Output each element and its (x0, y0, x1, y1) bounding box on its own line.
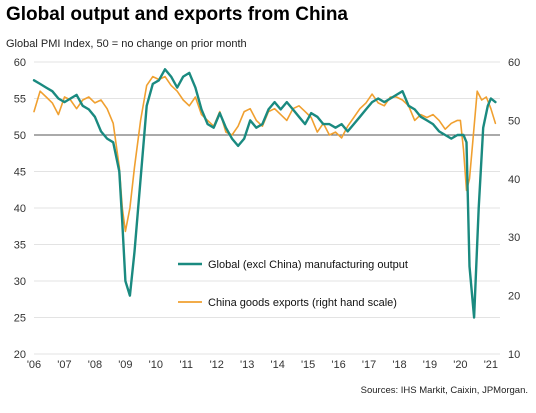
x-tick-label: '18 (392, 359, 406, 371)
y-left-tick-label: 35 (14, 240, 26, 252)
series-line-china (33, 75, 497, 233)
x-tick-label: '20 (453, 359, 467, 371)
y-right-tick-label: 40 (508, 174, 520, 186)
x-tick-label: '09 (118, 359, 132, 371)
axes: 20 25 30 35 40 45 50 55 60 10 20 30 40 50 60 '06 '07 '08 '… (14, 57, 521, 371)
chart-subtitle: Global PMI Index, 50 = no change on prio… (6, 38, 247, 50)
x-tick-label: '19 (423, 359, 437, 371)
x-tick-label: '13 (240, 359, 254, 371)
x-tick-label: '07 (57, 359, 71, 371)
y-left-tick-label: 40 (14, 203, 26, 215)
y-left-tick-label: 50 (14, 130, 26, 142)
y-right-tick-label: 50 (508, 115, 520, 127)
y-right-tick-label: 10 (508, 349, 520, 361)
x-tick-label: '10 (149, 359, 163, 371)
x-tick-label: '14 (270, 359, 284, 371)
series-line-global (32, 68, 497, 319)
x-tick-label: '08 (88, 359, 102, 371)
legend: Global (excl China) manufacturing output… (178, 259, 408, 309)
x-tick-label: '16 (331, 359, 345, 371)
y-left-tick-label: 25 (14, 313, 26, 325)
chart-source: Sources: IHS Markit, Caixin, JPMorgan. (360, 385, 528, 396)
y-right-tick-label: 60 (508, 57, 520, 69)
x-tick-label: '11 (180, 359, 194, 371)
legend-label-china: China goods exports (right hand scale) (208, 297, 397, 309)
y-left-tick-label: 30 (14, 276, 26, 288)
x-tick-label: '06 (27, 359, 41, 371)
gridlines (34, 61, 500, 355)
y-right-tick-label: 30 (508, 232, 520, 244)
x-tick-label: '12 (210, 359, 224, 371)
series-lines (32, 68, 497, 319)
legend-label-global: Global (excl China) manufacturing output (208, 259, 408, 271)
y-right-tick-label: 20 (508, 291, 520, 303)
x-tick-label: '15 (301, 359, 315, 371)
y-left-tick-label: 60 (14, 57, 26, 69)
y-left-tick-label: 20 (14, 349, 26, 361)
chart-title: Global output and exports from China (6, 4, 348, 25)
y-left-tick-label: 55 (14, 94, 26, 106)
x-tick-label: '17 (362, 359, 376, 371)
x-tick-label: '21 (484, 359, 498, 371)
y-left-tick-label: 45 (14, 167, 26, 179)
